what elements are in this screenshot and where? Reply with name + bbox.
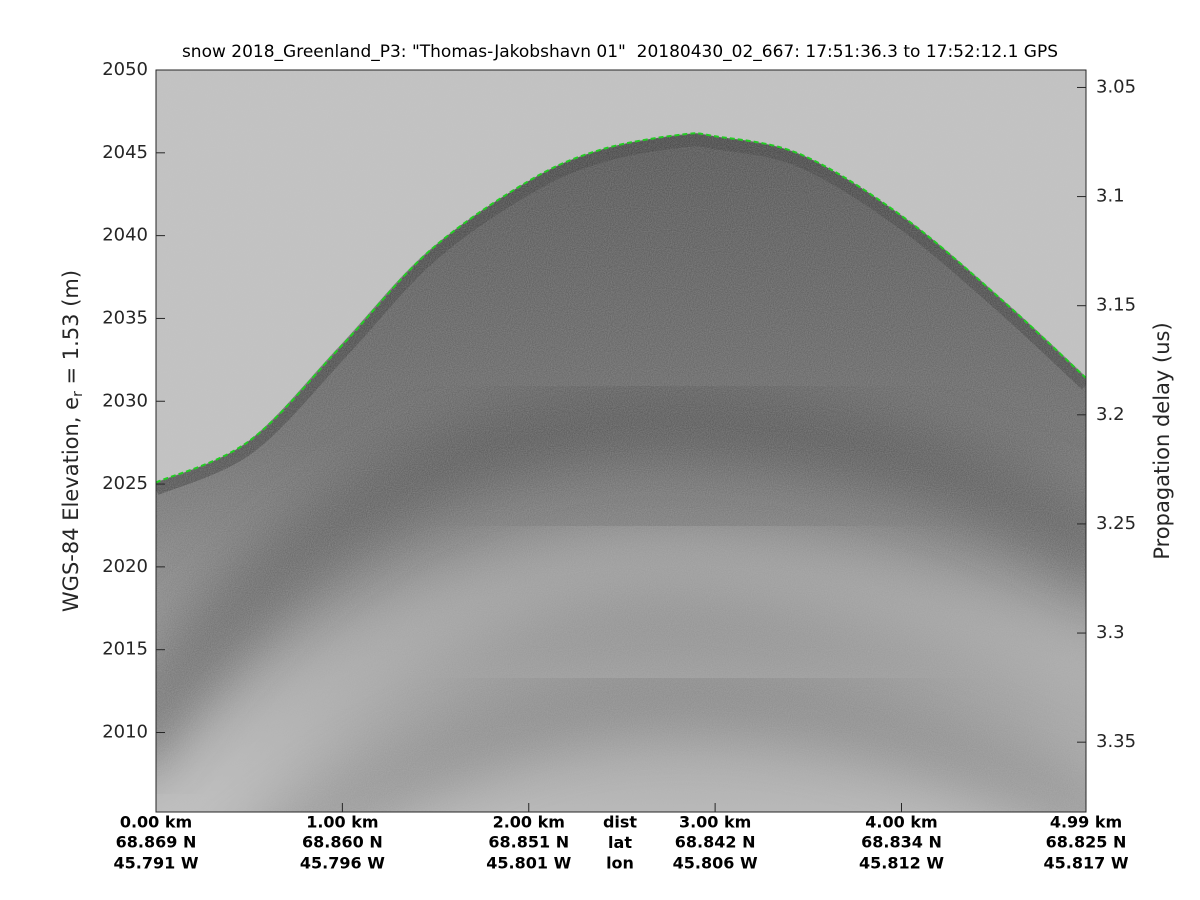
x-tick-label: 0.00 km — [120, 813, 192, 832]
y-tick-label: 2040 — [102, 225, 148, 246]
x-tick-lon: 45.791 W — [114, 854, 199, 873]
x-tick-lon: 45.796 W — [300, 854, 385, 873]
y-tick-label: 2010 — [102, 722, 148, 743]
y2-tick-label: 3.15 — [1096, 295, 1136, 316]
y2-tick-label: 3.2 — [1096, 404, 1125, 425]
x-tick-label: 2.00 km — [493, 813, 565, 832]
y-tick-label: 2025 — [102, 473, 148, 494]
x-tick-lon: 45.806 W — [673, 854, 758, 873]
y-label-part: WGS-84 Elevation, e — [59, 397, 83, 612]
x-tick-lat: 68.869 N — [116, 833, 197, 852]
x-tick-label: 1.00 km — [306, 813, 378, 832]
y-tick-label: 2035 — [102, 307, 148, 328]
y-axis-label: WGS-84 Elevation, er = 1.53 (m) — [59, 270, 86, 612]
y2-tick-label: 3.05 — [1096, 76, 1136, 97]
x-row-label: dist — [603, 813, 637, 832]
y2-axis-label: Propagation delay (us) — [1150, 322, 1174, 559]
x-tick-lat: 68.851 N — [488, 833, 569, 852]
x-tick-lon: 45.817 W — [1044, 854, 1129, 873]
y-tick-label: 2030 — [102, 390, 148, 411]
x-row-label: lon — [606, 854, 634, 873]
x-tick-label: 4.00 km — [865, 813, 937, 832]
y2-tick-label: 3.25 — [1096, 513, 1136, 534]
y2-tick-label: 3.1 — [1096, 186, 1125, 207]
y2-tick-label: 3.3 — [1096, 622, 1125, 643]
y-tick-label: 2020 — [102, 556, 148, 577]
y-tick-label: 2015 — [102, 639, 148, 660]
x-tick-lat: 68.834 N — [861, 833, 942, 852]
x-tick-label: 3.00 km — [679, 813, 751, 832]
x-tick-lat: 68.825 N — [1046, 833, 1127, 852]
plot-frame — [155, 69, 1087, 813]
y-label-part: = 1.53 (m) — [59, 270, 83, 391]
x-tick-lat: 68.860 N — [302, 833, 383, 852]
speckle — [156, 70, 1086, 812]
x-tick-lon: 45.801 W — [486, 854, 571, 873]
x-row-label: lat — [608, 833, 632, 852]
x-tick-lat: 68.842 N — [675, 833, 756, 852]
y2-tick-label: 3.35 — [1096, 731, 1136, 752]
x-tick-lon: 45.812 W — [859, 854, 944, 873]
y-label-subscript: r — [70, 391, 86, 397]
y-tick-label: 2050 — [102, 59, 148, 80]
x-tick-label: 4.99 km — [1050, 813, 1122, 832]
y-tick-label: 2045 — [102, 142, 148, 163]
chart-title: snow 2018_Greenland_P3: "Thomas-Jakobsha… — [182, 42, 1058, 62]
surface-line — [156, 132, 1086, 484]
plot-area — [156, 70, 1086, 812]
